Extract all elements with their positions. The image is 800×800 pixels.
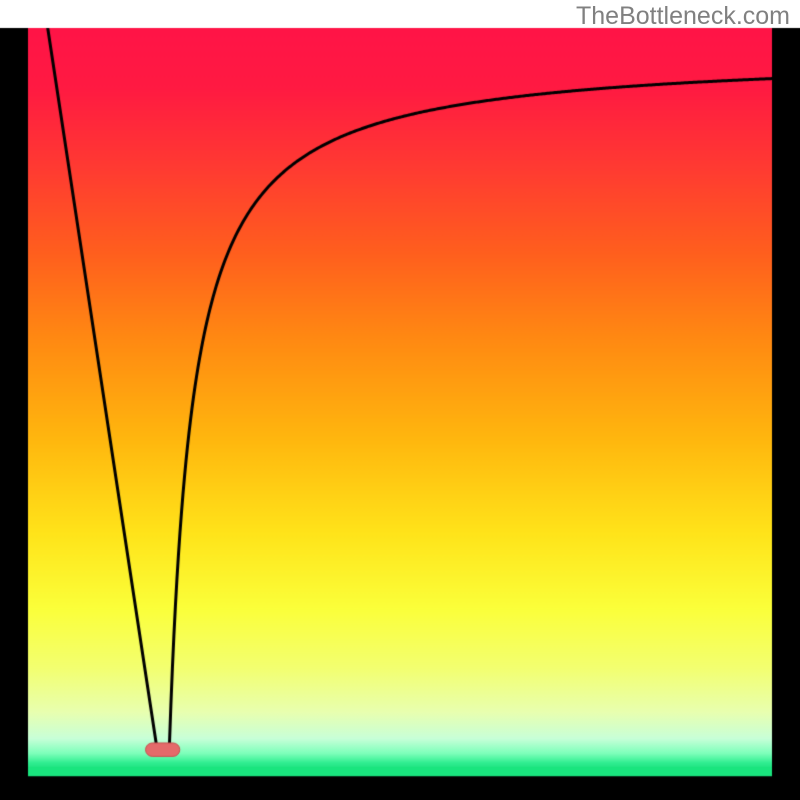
watermark-text: TheBottleneck.com bbox=[576, 2, 790, 31]
bottleneck-curve-chart bbox=[0, 0, 800, 800]
chart-container: TheBottleneck.com bbox=[0, 0, 800, 800]
